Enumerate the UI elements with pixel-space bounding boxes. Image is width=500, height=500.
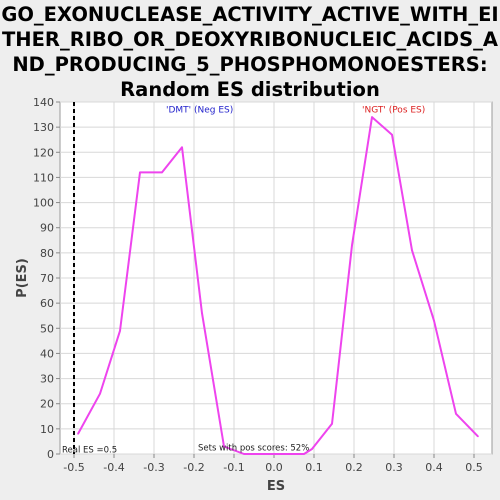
real-es-note: Real ES =0.5 <box>62 445 117 455</box>
data-point <box>371 116 373 118</box>
y-tick-label: 50 <box>40 322 54 335</box>
data-point <box>263 453 265 455</box>
y-tick-label: 100 <box>33 197 54 210</box>
pos-es-annotation: 'NGT' (Pos ES) <box>362 105 425 115</box>
x-axis-title: ES <box>267 479 285 494</box>
x-tick-label: -0.5 <box>63 461 84 474</box>
x-tick-label: 0.4 <box>425 461 443 474</box>
y-tick-label: 30 <box>40 373 54 386</box>
data-point <box>139 171 141 174</box>
x-tick-label: 0.0 <box>265 461 283 474</box>
data-point <box>283 453 285 455</box>
y-tick-label: 90 <box>40 222 54 235</box>
chart-title-line-1: GO_EXONUCLEASE_ACTIVITY_ACTIVE_WITH_EI <box>1 3 499 26</box>
series-layer <box>73 102 479 455</box>
data-point <box>411 249 413 252</box>
x-tick-label: -0.3 <box>143 461 164 474</box>
y-tick-label: 80 <box>40 247 54 260</box>
data-point <box>243 453 245 455</box>
data-point <box>477 435 479 438</box>
y-tick-label: 40 <box>40 347 54 360</box>
data-point <box>303 453 305 455</box>
data-point <box>391 133 393 136</box>
x-tick-label: -0.2 <box>183 461 204 474</box>
y-tick-label: 110 <box>33 171 54 184</box>
chart-title-line-2: THER_RIBO_OR_DEOXYRIBONUCLEIC_ACIDS_A <box>1 28 499 51</box>
neg-es-annotation: 'DMT' (Neg ES) <box>166 105 233 115</box>
axes: 0 10 20 30 40 50 60 70 80 90 100 110 120 130 140 -0.5 -0… <box>33 96 483 474</box>
data-point <box>119 330 121 332</box>
x-tick-label: 0.2 <box>345 461 363 474</box>
y-tick-label: 70 <box>40 272 54 285</box>
y-tick-label: 20 <box>40 398 54 411</box>
data-point <box>331 423 333 425</box>
data-point <box>351 244 353 247</box>
data-point <box>311 448 313 450</box>
chart-title: GO_EXONUCLEASE_ACTIVITY_ACTIVE_WITH_EI T… <box>0 2 500 102</box>
x-tick-label: -0.4 <box>103 461 124 474</box>
sets-pos-note: Sets with pos scores: 52% <box>198 444 309 454</box>
y-tick-label: 0 <box>47 448 54 461</box>
y-axis-title: P(ES) <box>15 258 30 298</box>
y-tick-label: 140 <box>33 96 54 109</box>
x-tick-label: 0.5 <box>465 461 483 474</box>
y-tick-label: 60 <box>40 297 54 310</box>
y-tick-label: 10 <box>40 423 54 436</box>
y-tick-label: 130 <box>33 121 54 134</box>
data-point <box>181 146 183 149</box>
annotations: 'DMT' (Neg ES) 'NGT' (Pos ES) Sets with po… <box>62 105 425 455</box>
data-point <box>201 312 203 315</box>
y-tick-label: 120 <box>33 146 54 159</box>
x-tick-label: 0.3 <box>385 461 403 474</box>
data-point <box>433 319 435 322</box>
x-tick-label: 0.1 <box>305 461 323 474</box>
data-point <box>223 445 225 448</box>
x-tick-label: -0.1 <box>223 461 244 474</box>
chart-title-line-3: ND_PRODUCING_5_PHOSPHOMONOESTERS: <box>12 53 488 76</box>
data-point <box>161 171 163 174</box>
chart-title-line-4: Random ES distribution <box>120 78 380 101</box>
data-point <box>99 392 101 395</box>
data-point <box>77 433 79 435</box>
grid-lines <box>60 101 492 455</box>
data-point <box>455 412 457 415</box>
